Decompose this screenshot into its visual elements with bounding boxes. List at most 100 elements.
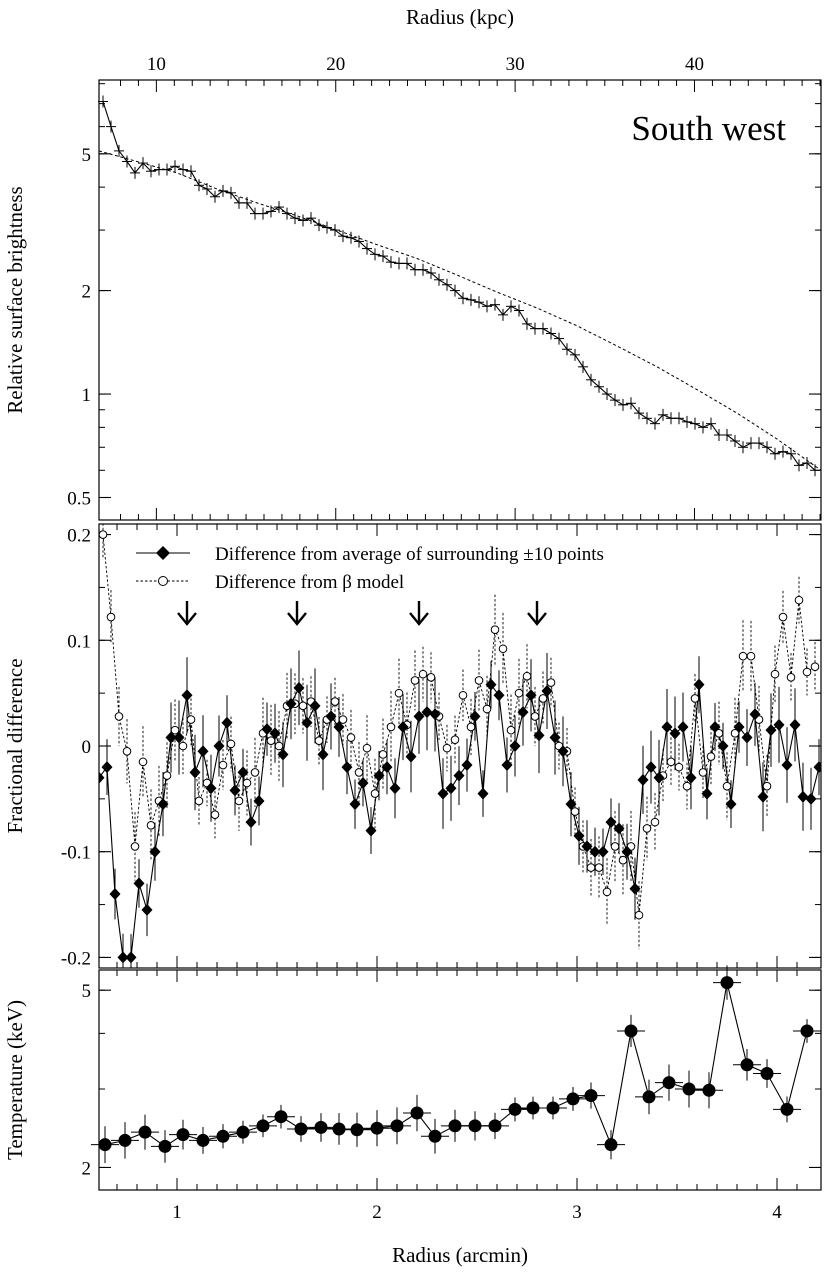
surface-brightness-point	[218, 184, 228, 197]
temperature-point	[287, 1116, 315, 1142]
surrounding-difference-point	[333, 720, 345, 733]
surface-brightness-point	[186, 165, 196, 178]
surface-brightness-point	[274, 201, 284, 214]
surrounding-difference-point	[589, 845, 601, 858]
legend-diamond-marker	[156, 546, 170, 560]
beta-model-line	[98, 150, 822, 471]
legend-circle-marker	[158, 576, 168, 586]
feature-arrow	[177, 601, 197, 626]
beta-difference-point	[162, 771, 172, 780]
temperature-point	[189, 1127, 217, 1154]
beta-difference-point	[410, 676, 420, 685]
surface-brightness-point	[242, 196, 252, 209]
surface-brightness-point	[634, 407, 644, 420]
temperature-point	[793, 1019, 821, 1043]
temperature-point	[229, 1120, 257, 1144]
beta-difference-point	[762, 781, 772, 791]
beta-difference-point	[194, 796, 204, 806]
surface-brightness-point	[490, 298, 500, 311]
beta-difference-point	[690, 694, 700, 703]
surrounding-difference-point	[101, 761, 113, 774]
beta-difference-point	[130, 842, 140, 851]
surface-brightness-point	[594, 380, 604, 393]
temperature-point	[403, 1094, 431, 1132]
surrounding-difference-point	[557, 745, 569, 758]
surface-brightness-point	[378, 250, 388, 263]
beta-difference-point	[234, 796, 244, 806]
surrounding-difference-point	[805, 792, 817, 805]
surface-brightness-point	[538, 322, 548, 335]
surrounding-difference-point	[237, 766, 249, 779]
surrounding-difference-point	[389, 782, 401, 795]
temperature-point	[597, 1130, 625, 1160]
surrounding-difference-point	[205, 782, 217, 795]
surrounding-difference-point	[533, 729, 545, 742]
beta-difference-point	[570, 807, 580, 816]
surface-brightness-point	[458, 292, 468, 305]
surrounding-difference-point	[197, 745, 209, 758]
surface-brightness-point	[802, 456, 812, 469]
beta-difference-point	[706, 752, 716, 761]
surrounding-difference-point	[645, 761, 657, 774]
surface-brightness-point	[386, 256, 396, 269]
beta-difference-point	[506, 725, 516, 735]
surrounding-difference-point	[797, 790, 809, 803]
surface-brightness-point	[698, 421, 708, 434]
surface-brightness-point	[338, 230, 348, 243]
surrounding-difference-point	[565, 798, 577, 811]
beta-difference-point	[274, 741, 284, 751]
surface-brightness-point	[442, 278, 452, 291]
surface-brightness-point	[354, 235, 364, 248]
surrounding-difference-point	[253, 794, 265, 807]
beta-difference-point	[146, 820, 156, 830]
bottom-axis-title: Radius (arcmin)	[392, 1243, 528, 1267]
middle-ytick-label: 0.1	[67, 631, 91, 652]
surrounding-difference-point	[501, 759, 513, 772]
surface-brightness-point	[514, 304, 524, 317]
temperature-point	[91, 1126, 119, 1164]
surface-brightness-point	[602, 388, 612, 401]
surrounding-difference-point	[381, 761, 393, 774]
temperature-point	[675, 1070, 703, 1108]
surrounding-difference-point	[813, 761, 821, 774]
surrounding-difference-point	[293, 681, 305, 694]
beta-difference-point	[186, 715, 196, 724]
surrounding-difference-point	[469, 710, 481, 723]
top-ytick-label: 1	[82, 385, 92, 406]
beta-difference-point	[250, 768, 260, 777]
surface-brightness-point	[346, 231, 356, 244]
beta-difference-point	[338, 715, 348, 724]
feature-arrow	[287, 601, 307, 626]
top-panel-frame	[98, 79, 822, 521]
beta-difference-point	[722, 781, 732, 791]
beta-difference-point	[386, 722, 396, 732]
legend: Difference from average of surrounding ±…	[136, 544, 604, 593]
surrounding-difference-point	[125, 951, 137, 964]
surrounding-difference-point	[245, 816, 257, 829]
surrounding-difference-point	[181, 689, 193, 702]
surrounding-difference-point	[99, 771, 105, 784]
surrounding-difference-point	[437, 787, 449, 800]
beta-difference-point	[370, 789, 380, 798]
temperature-point	[209, 1124, 237, 1149]
surrounding-difference-point	[429, 708, 441, 721]
surface-brightness-point	[426, 267, 436, 280]
bottom-ytick-label: 2	[82, 1158, 92, 1179]
fractional-difference-plot	[99, 524, 821, 968]
surface-brightness-point	[106, 120, 116, 133]
surrounding-difference-point	[749, 708, 761, 721]
surface-brightness-point	[282, 207, 292, 220]
surrounding-difference-point	[789, 718, 801, 731]
surface-brightness-point	[170, 160, 180, 173]
surrounding-difference-point	[637, 773, 649, 786]
surface-brightness-point	[754, 437, 764, 450]
surface-brightness-line	[102, 101, 816, 471]
beta-difference-point	[450, 735, 460, 744]
beta-difference-point	[378, 750, 388, 759]
surrounding-difference-point	[677, 720, 689, 733]
beta-difference-point	[538, 694, 548, 703]
panel-title: South west	[631, 109, 786, 148]
beta-difference-point	[210, 810, 220, 820]
temperature-point	[131, 1114, 159, 1150]
